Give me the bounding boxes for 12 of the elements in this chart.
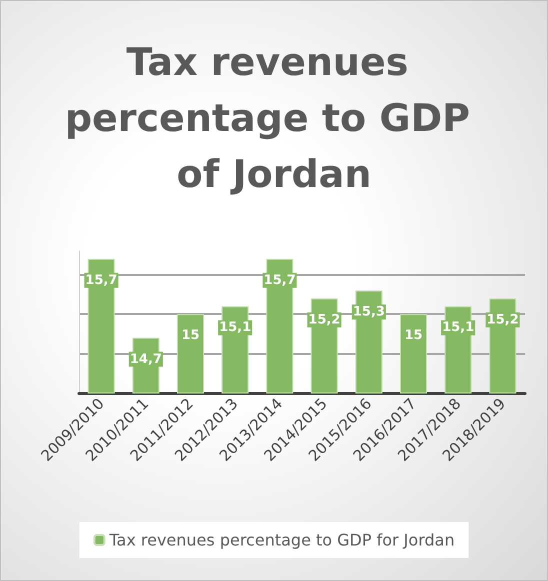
data-label: 15,7 [85, 272, 118, 288]
data-label: 15 [404, 328, 423, 344]
data-label: 15 [181, 328, 200, 344]
data-label: 15,2 [308, 312, 340, 328]
legend-label: Tax revenues percentage to GDP for Jordan [108, 530, 455, 550]
data-label: 15,1 [219, 320, 252, 336]
data-label: 15,3 [352, 304, 385, 320]
chart-title: Tax revenues percentage to GDP of Jordan [64, 40, 484, 196]
data-label: 15,7 [264, 272, 296, 288]
data-label: 15,1 [442, 320, 474, 336]
data-label: 14,7 [130, 352, 162, 367]
data-label: 15,2 [486, 312, 519, 328]
